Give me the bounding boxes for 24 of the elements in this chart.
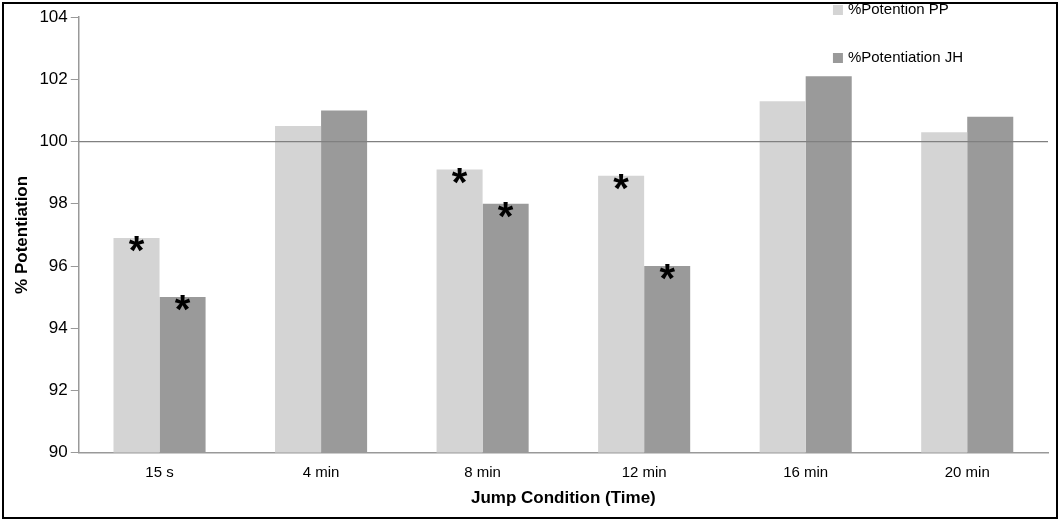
y-tick-label: 92	[48, 380, 68, 400]
y-tick-label: 94	[48, 317, 68, 337]
x-tick-label: 16 min	[783, 462, 829, 480]
legend-label: %Potentiation JH	[847, 48, 964, 66]
legend-label: %Potention PP	[847, 0, 949, 18]
y-axis-title: % Potentiation	[11, 175, 31, 294]
x-tick-label: 4 min	[302, 462, 340, 480]
y-tick-label: 100	[39, 131, 68, 151]
x-tick-label: 20 min	[944, 462, 990, 480]
y-tick-label: 102	[39, 69, 68, 89]
annotation: *	[451, 159, 468, 204]
x-tick-label: 8 min	[464, 462, 501, 480]
x-axis-title: Jump Condition (Time)	[470, 488, 656, 508]
y-tick-label: 98	[48, 193, 68, 213]
annotation: *	[174, 287, 191, 332]
annotation: *	[497, 193, 514, 238]
y-tick-label: 90	[48, 442, 68, 462]
annotation: *	[613, 165, 630, 210]
annotation: *	[128, 228, 145, 273]
x-tick-label: 12 min	[621, 462, 667, 480]
y-tick-label: 104	[39, 6, 68, 26]
annotation: *	[659, 256, 676, 300]
x-tick-label: 15 s	[145, 462, 174, 480]
y-tick-label: 96	[48, 255, 68, 275]
